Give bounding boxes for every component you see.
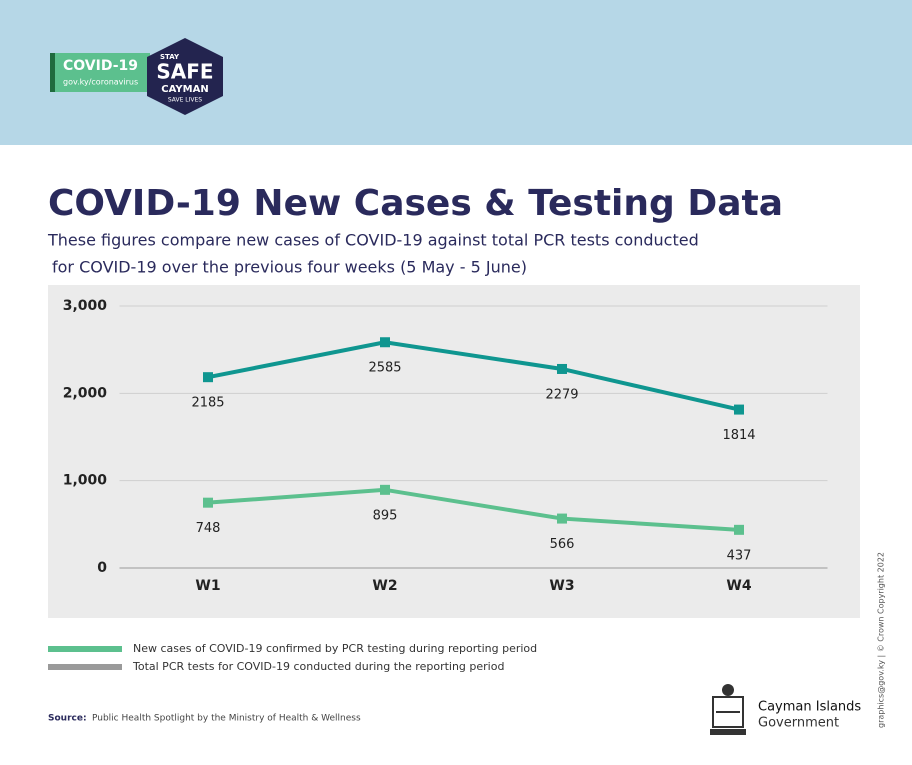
safe-hexagon — [147, 38, 223, 115]
chart-title: COVID-19 New Cases & Testing Data — [48, 183, 783, 224]
chart-subtitle: for COVID-19 over the previous four week… — [52, 258, 527, 277]
data-label: 1814 — [722, 428, 755, 443]
x-tick-label: W3 — [549, 578, 574, 594]
badge-edge — [50, 53, 55, 92]
legend-label: New cases of COVID-19 confirmed by PCR t… — [133, 642, 537, 655]
crest — [710, 684, 746, 735]
y-tick-label: 2,000 — [63, 385, 108, 401]
point-marker — [380, 484, 390, 495]
cayman-text: CAYMAN — [161, 84, 208, 95]
y-tick-label: 1,000 — [63, 473, 108, 489]
badge-url: gov.ky/coronavirus — [63, 78, 138, 87]
x-tick-label: W1 — [195, 578, 220, 594]
badge-text: COVID-19 — [63, 58, 138, 74]
safe-text: SAFE — [156, 60, 213, 84]
plot: 0 1,000 2,000 3,000 W1 W2 W3 W4 748 895 566 437 2185… — [63, 298, 828, 594]
copyright: graphics@gov.ky | © Crown Copyright 2022 — [877, 552, 886, 728]
series-line — [207, 487, 740, 532]
data-label: 895 — [373, 508, 398, 523]
gov-sub: Government — [758, 716, 839, 731]
x-tick-label: W2 — [372, 578, 397, 594]
point-marker — [203, 372, 213, 383]
stay-text: STAY — [160, 53, 180, 61]
legend: New cases of COVID-19 confirmed by PCR t… — [48, 642, 537, 673]
data-label: 437 — [727, 548, 752, 563]
source-label: Source: — [48, 714, 87, 724]
plot-panel — [48, 285, 860, 618]
source-text: Public Health Spotlight by the Ministry … — [92, 714, 361, 724]
point-marker — [557, 513, 567, 524]
x-tick-label: W4 — [726, 578, 751, 594]
point-marker — [734, 404, 744, 415]
point-marker — [557, 363, 567, 374]
data-label: 2585 — [368, 361, 401, 376]
data-label: 566 — [550, 537, 575, 552]
data-label: 2185 — [191, 396, 224, 411]
y-tick-label: 0 — [97, 560, 107, 576]
gov-name: Cayman Islands — [758, 700, 861, 715]
data-label: 748 — [196, 521, 221, 536]
data-label: 2279 — [545, 387, 578, 402]
y-tick-label: 3,000 — [63, 298, 108, 314]
point-marker — [734, 524, 744, 535]
save-text: SAVE LIVES — [168, 97, 202, 104]
legend-label: Total PCR tests for COVID-19 conducted d… — [132, 660, 504, 673]
point-marker — [380, 337, 390, 348]
chart-subtitle: These figures compare new cases of COVID… — [47, 231, 699, 250]
badge-box — [50, 53, 150, 92]
point-marker — [203, 497, 213, 508]
series-line — [207, 340, 740, 412]
